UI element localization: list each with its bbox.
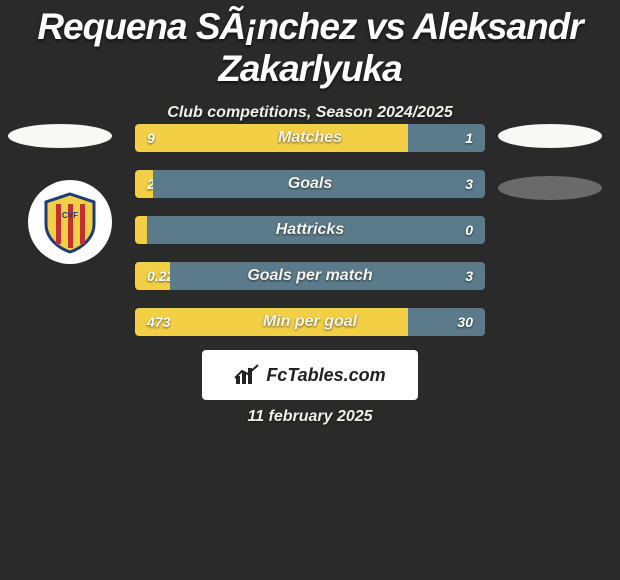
- stat-right-value: 30: [408, 308, 485, 336]
- stat-right-value: 3: [153, 170, 486, 198]
- stat-row: 23Goals: [135, 170, 485, 198]
- stat-left-value: 0.22: [135, 262, 170, 290]
- stat-right-value: 1: [408, 124, 485, 152]
- bar-chart-icon: [234, 364, 260, 386]
- stat-left-value: 473: [135, 308, 408, 336]
- stat-right-value: 0: [147, 216, 485, 244]
- shield-icon: CVF: [38, 190, 102, 254]
- infographic-date: 11 february 2025: [0, 408, 620, 426]
- stat-left-value: 9: [135, 124, 408, 152]
- svg-text:CVF: CVF: [62, 211, 78, 220]
- player-left-avatar-placeholder: [8, 124, 112, 148]
- stat-row: 47330Min per goal: [135, 308, 485, 336]
- stat-right-value: 3: [170, 262, 485, 290]
- player-right-avatar-placeholder: [498, 124, 602, 148]
- stat-row: 91Matches: [135, 124, 485, 152]
- fctables-logo-text: FcTables.com: [266, 365, 385, 386]
- stat-row: 00Hattricks: [135, 216, 485, 244]
- player-left-club-crest: CVF: [28, 180, 112, 264]
- stat-row: 0.223Goals per match: [135, 262, 485, 290]
- stat-left-value: 0: [135, 216, 147, 244]
- player-right-club-placeholder: [498, 176, 602, 200]
- page-title: Requena SÃ¡nchez vs Aleksandr Zakarlyuka: [0, 0, 620, 90]
- stat-left-value: 2: [135, 170, 153, 198]
- comparison-infographic: Requena SÃ¡nchez vs Aleksandr Zakarlyuka…: [0, 0, 620, 580]
- stats-panel: 91Matches 23Goals 00Hattricks 0.223Goals pe…: [135, 124, 485, 354]
- fctables-logo: FcTables.com: [202, 350, 418, 400]
- page-subtitle: Club competitions, Season 2024/2025: [0, 104, 620, 122]
